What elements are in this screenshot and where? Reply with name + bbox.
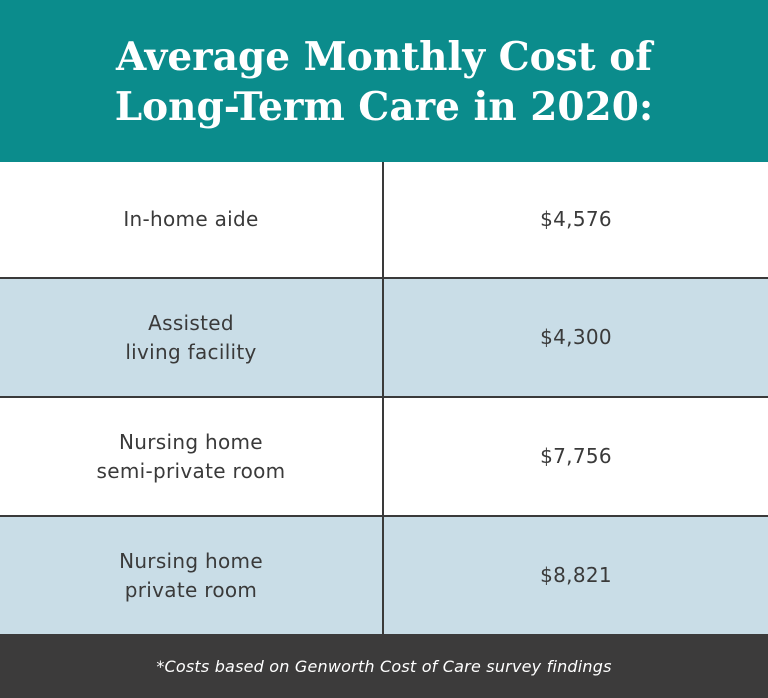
monthly-cost-value: $7,756 xyxy=(540,444,612,468)
monthly-cost-value: $4,576 xyxy=(540,207,612,231)
care-type-label-line-2: semi-private room xyxy=(96,458,286,483)
cost-table: In-home aide $4,576 Assisted living faci… xyxy=(0,162,768,634)
monthly-cost-cell: $4,576 xyxy=(384,162,768,277)
care-type-cell: Nursing home private room xyxy=(0,517,384,634)
table-row: In-home aide $4,576 xyxy=(0,162,768,279)
care-type-label: Nursing home xyxy=(119,548,263,573)
monthly-cost-value: $4,300 xyxy=(540,325,612,349)
monthly-cost-cell: $4,300 xyxy=(384,279,768,396)
footer-bar: *Costs based on Genworth Cost of Care su… xyxy=(0,634,768,698)
table-row: Assisted living facility $4,300 xyxy=(0,279,768,398)
title-banner: Average Monthly Cost of Long-Term Care i… xyxy=(0,0,768,162)
care-type-label-line-2: living facility xyxy=(125,339,257,364)
care-type-label: In-home aide xyxy=(123,207,259,231)
care-type-label-line-2: private room xyxy=(124,577,258,602)
page-title: Average Monthly Cost of Long-Term Care i… xyxy=(115,32,653,132)
monthly-cost-cell: $8,821 xyxy=(384,517,768,634)
table-row: Nursing home private room $8,821 xyxy=(0,517,768,634)
title-line-2: Long-Term Care in 2020: xyxy=(114,84,654,130)
care-type-cell: In-home aide xyxy=(0,162,384,277)
care-type-cell: Nursing home semi-private room xyxy=(0,398,384,515)
monthly-cost-cell: $7,756 xyxy=(384,398,768,515)
table-row: Nursing home semi-private room $7,756 xyxy=(0,398,768,517)
care-type-label: Assisted xyxy=(148,310,234,335)
title-line-1: Average Monthly Cost of xyxy=(116,34,652,80)
source-footnote: *Costs based on Genworth Cost of Care su… xyxy=(156,656,612,676)
care-type-cell: Assisted living facility xyxy=(0,279,384,396)
care-type-label: Nursing home xyxy=(119,429,263,454)
monthly-cost-value: $8,821 xyxy=(540,563,612,587)
